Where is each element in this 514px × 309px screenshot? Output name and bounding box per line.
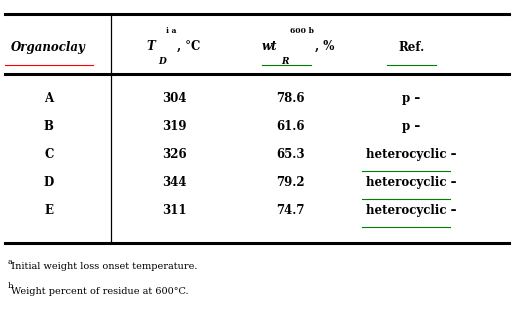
Text: B: B [44,120,54,133]
Text: Organoclay: Organoclay [11,41,86,54]
Text: A: A [44,92,53,105]
Text: 600 b: 600 b [290,27,314,35]
Text: 304: 304 [162,92,187,105]
Text: wt: wt [262,40,278,53]
Text: b: b [8,282,13,290]
Text: 326: 326 [162,148,187,161]
Text: heterocyclic –: heterocyclic – [366,204,456,217]
Text: i a: i a [166,27,176,35]
Text: T: T [146,40,155,53]
Text: 65.3: 65.3 [276,148,305,161]
Text: 344: 344 [162,176,187,189]
Text: 74.7: 74.7 [276,204,305,217]
Text: C: C [44,148,53,161]
Text: heterocyclic –: heterocyclic – [366,176,456,189]
Text: p –: p – [402,92,420,105]
Text: p –: p – [402,120,420,133]
Text: Weight percent of residue at 600°C.: Weight percent of residue at 600°C. [8,286,188,296]
Text: a: a [8,258,12,266]
Text: Initial weight loss onset temperature.: Initial weight loss onset temperature. [8,262,197,271]
Text: E: E [44,204,53,217]
Text: 61.6: 61.6 [276,120,305,133]
Text: , %: , % [315,40,335,53]
Text: 79.2: 79.2 [276,176,305,189]
Text: 311: 311 [162,204,187,217]
Text: heterocyclic –: heterocyclic – [366,148,456,161]
Text: 319: 319 [162,120,187,133]
Text: D: D [44,176,54,189]
Text: , °C: , °C [177,40,200,53]
Text: R: R [281,57,289,66]
Text: 78.6: 78.6 [276,92,305,105]
Text: Ref.: Ref. [398,41,425,54]
Text: D: D [158,57,166,66]
